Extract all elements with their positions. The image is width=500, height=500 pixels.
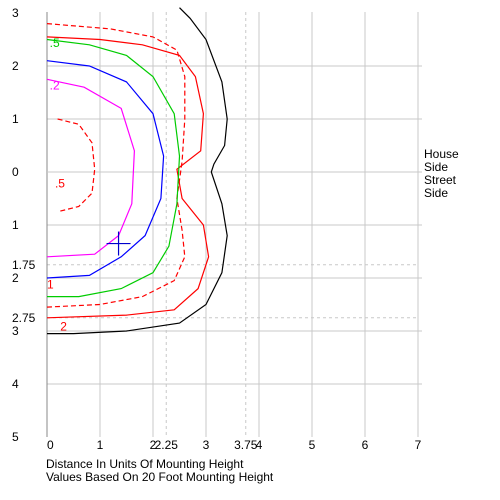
x-tick-label-0: 0 [47,438,54,452]
side-label-street-1: Street [424,173,457,187]
y-tick-label-3: 0 [12,165,19,179]
y-tick-label-10: 5 [12,430,19,444]
side-label-street-2: Side [424,186,448,200]
x-tick-label-3: 2.25 [155,438,179,452]
side-label-house-1: House [424,147,459,161]
x-tick-label-5: 3.75 [234,438,258,452]
contour-label-5: .2 [50,79,60,93]
contour-layer: 1 2 .5 .2 .5 [46,7,228,335]
x-tick-label-7: 5 [309,438,316,452]
side-label-house-2: Side [424,160,448,174]
contour-label-3: .5 [50,36,60,50]
y-tick-label-9: 4 [12,377,19,391]
y-tick-label-8: 3 [12,324,19,338]
x-tick-label-1: 1 [97,438,104,452]
x-tick-label-6: 4 [256,438,263,452]
axis-layer [46,12,422,437]
x-tick-label-8: 6 [362,438,369,452]
contour-line-5 [46,78,136,258]
marker-layer [106,231,131,256]
y-tick-label-1: 2 [12,59,19,73]
grid-layer [47,12,422,437]
contour-label-2: 2 [60,320,67,334]
x-axis-label: Distance In Units Of Mounting Height [46,457,244,471]
y-tick-label-6: 2 [12,271,19,285]
y-tick-label-0: 3 [12,6,19,20]
x-tick-label-9: 7 [415,438,422,452]
y-tick-label-4: 1 [12,218,19,232]
y-tick-label-2: 1 [12,112,19,126]
x-tick-label-2: 2 [150,438,157,452]
y-tick-label-5: 1.75 [12,258,36,272]
contour-label-1: 1 [47,277,54,291]
contour-line-2 [46,23,186,308]
y-tick-label-7: 2.75 [12,311,36,325]
contour-line-1 [46,36,210,319]
contour-line-6 [57,118,96,213]
x-tick-label-4: 3 [203,438,210,452]
footnote: Values Based On 20 Foot Mounting Height [46,470,274,484]
contour-line-4 [46,60,165,279]
contour-label-6: .5 [55,177,65,191]
contour-line-3 [46,38,181,298]
contour-line-0 [47,7,228,335]
